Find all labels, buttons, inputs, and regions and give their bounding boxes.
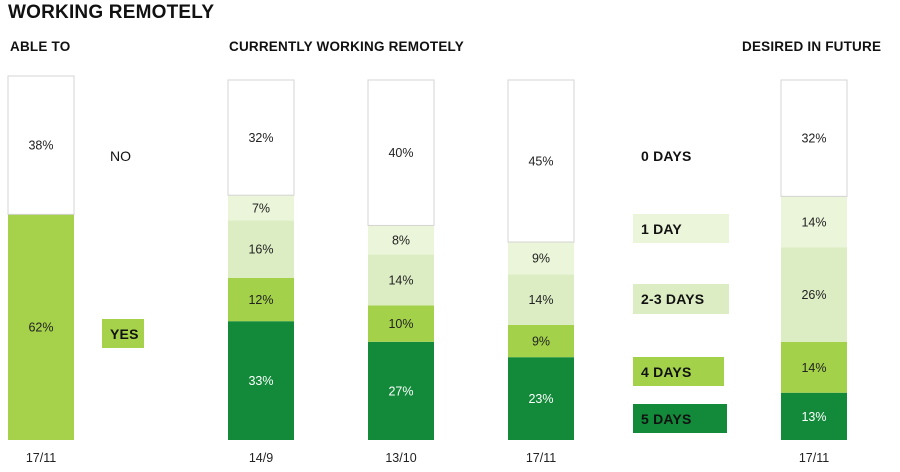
current-bar-value-label: 32% <box>248 131 273 145</box>
current-bar-segment <box>228 321 294 440</box>
current-bar-segment <box>368 305 434 342</box>
current-bar-segment <box>368 254 434 306</box>
current-bar-value-label: 40% <box>388 146 413 160</box>
current-bar-value-label: 7% <box>252 201 270 215</box>
chart-title: WORKING REMOTELY <box>8 2 215 23</box>
current-bar-value-label: 45% <box>528 155 553 169</box>
current-bar-segment <box>228 220 294 278</box>
current-bar-date-label: 14/9 <box>249 451 273 465</box>
section-title-currently: CURRENTLY WORKING REMOTELY <box>229 39 464 54</box>
current-bar-segment <box>367 79 435 226</box>
label-yes: YES <box>102 319 144 348</box>
current-bar-segment <box>508 242 574 275</box>
able-bar-value-label: 62% <box>28 321 53 335</box>
desired-bar-value-label: 32% <box>801 132 826 146</box>
legend-label: 0 DAYS <box>641 147 692 164</box>
label-yes-text: YES <box>110 325 139 342</box>
current-bar-value-label: 12% <box>248 293 273 307</box>
desired-bar-value-label: 14% <box>801 215 826 229</box>
legend-label: 1 DAY <box>641 220 682 237</box>
section-title-desired: DESIRED IN FUTURE <box>742 39 882 54</box>
able-bar-value-label: 38% <box>28 139 53 153</box>
current-bar-value-label: 23% <box>528 392 553 406</box>
current-bar-date-label: 13/10 <box>385 451 416 465</box>
current-bar-segment <box>228 195 294 221</box>
desired-bar-segment <box>780 79 848 197</box>
section-title-able-to: ABLE TO <box>10 39 71 54</box>
current-bar-value-label: 14% <box>528 293 553 307</box>
desired-bar-value-label: 13% <box>801 410 826 424</box>
current-bar-value-label: 9% <box>532 252 550 266</box>
desired-bar-value-label: 26% <box>801 288 826 302</box>
current-bar-date-label: 17/11 <box>526 451 556 465</box>
able-bar-segment <box>8 214 74 440</box>
current-bar-segment <box>368 225 434 255</box>
desired-bar-segment <box>781 196 847 248</box>
able-bar-segment <box>7 75 75 215</box>
legend-item-0-days: 0 DAYS <box>633 141 729 170</box>
desired-bar-segment <box>781 247 847 342</box>
desired-bar-value-label: 14% <box>801 361 826 375</box>
label-no: NO <box>110 148 131 164</box>
legend-item-1-day: 1 DAY <box>633 214 729 243</box>
current-bar-value-label: 33% <box>248 374 273 388</box>
current-bar-segment <box>227 79 295 196</box>
current-bar-segment <box>368 341 434 440</box>
able-bar-date-label: 17/11 <box>26 451 56 465</box>
legend-item-2-3-days: 2-3 DAYS <box>633 284 729 314</box>
desired-bar-segment <box>781 341 847 393</box>
legend-label: 5 DAYS <box>641 410 692 427</box>
current-bar-value-label: 8% <box>392 234 410 248</box>
legend-label: 2-3 DAYS <box>641 291 705 307</box>
desired-bar-date-label: 17/11 <box>799 451 829 465</box>
current-bar-value-label: 10% <box>388 317 413 331</box>
current-bar-value-label: 9% <box>532 335 550 349</box>
current-bar-segment <box>508 324 574 358</box>
current-bar-segment <box>228 278 294 322</box>
legend-item-5-days: 5 DAYS <box>633 404 727 433</box>
current-bar-value-label: 27% <box>388 384 413 398</box>
current-bar-segment <box>508 357 574 440</box>
current-bar-value-label: 16% <box>248 243 273 257</box>
current-bar-segment <box>508 274 574 325</box>
legend-label: 4 DAYS <box>641 363 692 380</box>
current-bar-value-label: 14% <box>388 274 413 288</box>
legend-item-4-days: 4 DAYS <box>633 357 724 386</box>
desired-bar-segment <box>781 392 847 440</box>
current-bar-segment <box>507 79 575 243</box>
